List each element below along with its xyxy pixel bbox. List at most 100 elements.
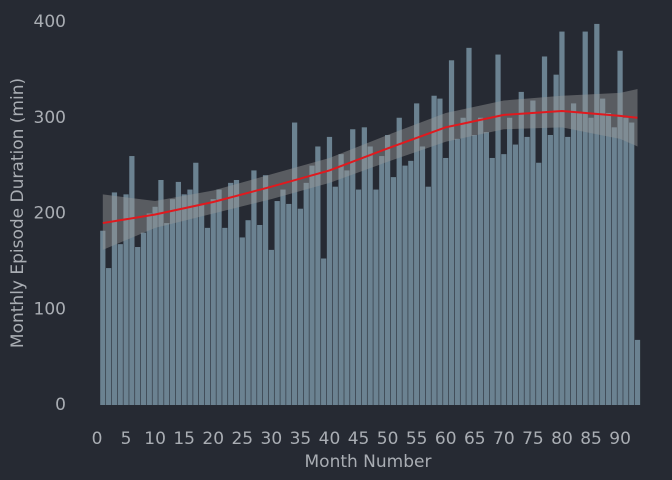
bar [582,31,588,405]
bar [204,227,211,405]
bar [169,199,176,405]
bar [588,117,594,405]
bar [245,220,251,405]
bar [251,170,257,405]
x-tick-label: 15 [173,429,195,449]
bar [280,189,286,405]
y-tick-label: 400 [34,12,66,32]
bar [309,165,315,405]
x-tick-label: 25 [231,429,253,449]
bar [361,127,367,405]
bar [472,134,478,406]
x-axis-label: Month Number [305,452,432,472]
bar [431,95,437,405]
bar [135,247,141,405]
y-tick-label: 300 [34,108,66,128]
bar [600,98,606,405]
bar [501,154,507,405]
x-tick-label: 65 [464,429,486,449]
bar [338,154,344,405]
bar [332,186,338,405]
bar [495,54,501,406]
bar [483,132,490,406]
bar [419,146,426,405]
x-tick-label: 30 [261,429,283,449]
bar [106,268,112,405]
bar [594,23,600,405]
x-tick-label: 70 [493,429,515,449]
bar [326,136,333,405]
y-axis-label: Monthly Episode Duration (min) [8,78,28,348]
x-tick-label: 55 [406,429,428,449]
bar [373,189,379,405]
bar [100,230,106,405]
bar [617,50,623,405]
x-tick-label: 45 [348,429,370,449]
bar [181,194,187,405]
bar [402,165,408,405]
bar [350,129,356,406]
bar [448,60,455,406]
bar [199,203,205,405]
bar [541,56,548,405]
bar [291,122,298,405]
y-tick-label: 0 [55,395,66,415]
x-tick-label: 90 [609,429,631,449]
bar [286,203,292,405]
bar [158,179,164,405]
bar [623,117,629,405]
bar [228,182,234,405]
bar [390,177,397,405]
bar [553,74,559,405]
bar [547,134,553,406]
bar [344,170,350,405]
bar [297,208,304,405]
bar [384,134,391,406]
bar [576,112,583,406]
bar [379,156,385,405]
bar [239,237,245,405]
bar [321,258,327,405]
x-tick-label: 75 [522,429,544,449]
bar [454,138,460,405]
bar [117,244,123,405]
bar [315,146,321,405]
bar [193,162,199,405]
bar [396,117,402,405]
x-tick-label: 20 [202,429,224,449]
bar [268,249,274,405]
bar [187,189,193,405]
y-tick-label: 200 [34,204,66,224]
x-tick-label: 0 [92,429,103,449]
bar [437,98,443,405]
bar [477,117,484,405]
bar [233,179,240,405]
bar [355,189,362,405]
x-tick-label: 5 [121,429,132,449]
x-tick-label: 40 [319,429,341,449]
bar [408,160,414,405]
bar [518,91,524,406]
bar [460,117,466,405]
bar [222,227,228,405]
bar [152,206,158,405]
bar [559,31,565,405]
x-tick-label: 60 [435,429,457,449]
bar [123,194,129,405]
bar [443,157,449,405]
bar [512,144,519,405]
bar [530,100,536,405]
bar [605,112,612,406]
bar [489,157,495,405]
bar [565,136,571,405]
bar [536,162,542,405]
x-tick-label: 80 [551,429,573,449]
bar [507,117,513,405]
bar [524,136,530,405]
bar [425,186,431,405]
bar [140,232,147,405]
bar [466,47,472,405]
bar [274,201,280,405]
